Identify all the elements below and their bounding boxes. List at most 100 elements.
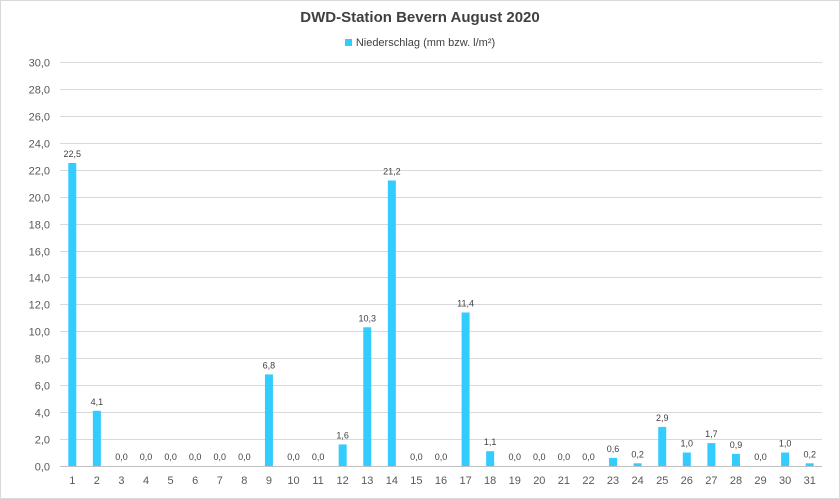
- y-tick-label: 2,0: [35, 435, 50, 447]
- bar: [461, 312, 470, 466]
- data-label: 0,0: [287, 452, 300, 462]
- bar: [338, 444, 347, 466]
- bar: [609, 457, 618, 466]
- y-tick-label: 22,0: [29, 166, 50, 178]
- x-tick-label: 8: [241, 475, 247, 487]
- x-tick-label: 30: [779, 475, 791, 487]
- bar: [805, 463, 814, 466]
- y-tick-label: 18,0: [29, 220, 50, 232]
- x-tick-label: 16: [435, 475, 447, 487]
- y-tick-label: 0,0: [35, 462, 50, 474]
- data-label: 0,2: [631, 449, 644, 459]
- data-label: 1,0: [779, 439, 792, 449]
- x-tick-label: 29: [754, 475, 766, 487]
- y-tick-label: 26,0: [29, 112, 50, 124]
- y-tick-label: 24,0: [29, 139, 50, 151]
- bar: [68, 163, 77, 466]
- data-label: 4,1: [91, 397, 104, 407]
- x-tick-label: 23: [607, 475, 619, 487]
- y-tick-label: 16,0: [29, 247, 50, 259]
- legend-label: Niederschlag (mm bzw. l/m²): [355, 37, 496, 49]
- data-label: 21,2: [383, 167, 401, 177]
- x-tick-label: 19: [509, 475, 521, 487]
- y-tick-label: 4,0: [35, 408, 50, 420]
- x-tick-label: 1: [69, 475, 75, 487]
- x-tick-label: 3: [118, 475, 124, 487]
- x-tick-label: 10: [287, 475, 299, 487]
- x-tick-label: 2: [94, 475, 100, 487]
- x-tick-label: 31: [804, 475, 816, 487]
- data-label: 0,0: [410, 452, 423, 462]
- y-tick-label: 28,0: [29, 85, 50, 97]
- y-tick-label: 8,0: [35, 354, 50, 366]
- x-tick-label: 4: [143, 475, 149, 487]
- data-label: 0,0: [238, 452, 251, 462]
- bar: [682, 452, 691, 466]
- data-label: 0,0: [508, 452, 521, 462]
- x-tick-label: 15: [410, 475, 422, 487]
- data-label: 0,0: [115, 452, 128, 462]
- x-tick-label: 20: [533, 475, 545, 487]
- x-tick-label: 21: [558, 475, 570, 487]
- x-tick-label: 5: [168, 475, 174, 487]
- x-tick-label: 11: [312, 475, 323, 487]
- data-label: 0,6: [607, 444, 620, 454]
- x-tick-label: 22: [582, 475, 594, 487]
- bar: [633, 463, 642, 466]
- x-tick-label: 6: [192, 475, 198, 487]
- bar: [387, 180, 396, 466]
- legend: Niederschlag (mm bzw. l/m²): [0, 37, 840, 49]
- data-label: 0,0: [189, 452, 202, 462]
- data-label: 0,9: [730, 440, 743, 450]
- data-label: 0,0: [435, 452, 448, 462]
- x-tick-label: 25: [656, 475, 668, 487]
- data-label: 0,0: [140, 452, 153, 462]
- x-tick-label: 26: [681, 475, 693, 487]
- bar: [658, 426, 667, 466]
- bar: [707, 443, 716, 466]
- data-label: 0,0: [582, 452, 595, 462]
- x-tick-label: 17: [459, 475, 471, 487]
- y-tick-label: 6,0: [35, 381, 50, 393]
- x-tick-label: 7: [217, 475, 223, 487]
- x-tick-label: 27: [705, 475, 717, 487]
- bar: [731, 453, 740, 466]
- x-tick-label: 13: [361, 475, 373, 487]
- bar: [92, 410, 101, 466]
- data-label: 22,5: [64, 149, 82, 159]
- x-tick-label: 9: [266, 475, 272, 487]
- data-label: 11,4: [457, 298, 474, 308]
- data-label: 1,7: [705, 429, 718, 439]
- bar: [264, 374, 273, 466]
- x-tick-label: 12: [337, 475, 349, 487]
- data-label: 0,2: [803, 449, 816, 459]
- y-tick-label: 20,0: [29, 193, 50, 205]
- data-label: 0,0: [558, 452, 571, 462]
- y-tick-label: 10,0: [29, 327, 50, 339]
- y-tick-label: 14,0: [29, 273, 50, 285]
- bar: [781, 452, 790, 466]
- data-label: 1,6: [336, 430, 349, 440]
- y-tick-label: 12,0: [29, 300, 50, 312]
- chart-title: DWD-Station Bevern August 2020: [300, 9, 540, 26]
- data-label: 1,0: [681, 439, 694, 449]
- x-tick-label: 24: [632, 475, 644, 487]
- data-label: 10,3: [358, 313, 376, 323]
- bar: [363, 327, 372, 466]
- x-tick-label: 28: [730, 475, 742, 487]
- bar: [486, 451, 495, 466]
- legend-swatch: [344, 39, 352, 46]
- data-label: 0,0: [533, 452, 546, 462]
- data-label: 0,0: [214, 452, 227, 462]
- data-label: 1,1: [484, 437, 497, 447]
- data-label: 2,9: [656, 413, 669, 423]
- data-label: 6,8: [263, 360, 276, 370]
- data-label: 0,0: [164, 452, 177, 462]
- x-tick-label: 18: [484, 475, 496, 487]
- y-tick-label: 30,0: [29, 58, 50, 70]
- data-label: 0,0: [312, 452, 325, 462]
- x-tick-label: 14: [386, 475, 398, 487]
- data-label: 0,0: [754, 452, 767, 462]
